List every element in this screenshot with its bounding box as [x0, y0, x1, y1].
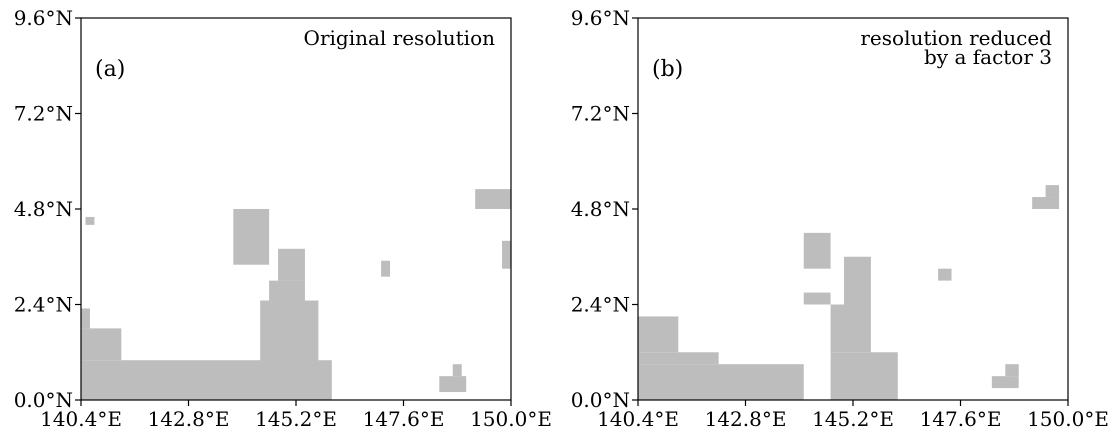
land-mask-cell: [381, 260, 391, 277]
land-mask-cell: [269, 280, 305, 301]
x-tick-label: 145.2°E: [255, 407, 337, 430]
land-mask-cell: [803, 292, 831, 305]
y-tick-label: 7.2°N: [571, 102, 630, 126]
y-tick-label: 2.4°N: [571, 293, 630, 317]
x-tick-label: 142.8°E: [148, 407, 230, 430]
panel-b-label: (b): [652, 57, 683, 82]
land-mask-cell: [844, 256, 871, 305]
panel-a: 140.4°E 142.8°E 145.2°E 147.6°E 150.0°E 0.0°N…: [14, 6, 552, 430]
land-mask-cell: [638, 352, 719, 365]
panel-a-mask: [81, 189, 511, 400]
land-mask-cell: [938, 268, 952, 281]
land-mask-cell: [278, 248, 305, 281]
panel-b-note-line-1: resolution reduced: [860, 26, 1052, 50]
panel-a-ticks: 140.4°E 142.8°E 145.2°E 147.6°E 150.0°E 0.0°N…: [14, 6, 552, 430]
y-tick-label: 4.8°N: [14, 197, 73, 221]
land-mask-cell: [287, 360, 332, 400]
land-mask-cell: [233, 209, 270, 265]
land-mask-cell: [81, 328, 122, 361]
land-mask-cell: [1005, 364, 1019, 377]
land-mask-cell: [638, 364, 804, 400]
y-tick-label: 9.6°N: [14, 6, 73, 30]
x-tick-label: 147.6°E: [920, 407, 1002, 430]
x-tick-label: 142.8°E: [705, 407, 787, 430]
panel-a-label: (a): [95, 57, 125, 82]
x-tick-label: 150.0°E: [470, 407, 552, 430]
land-mask-cell: [1045, 185, 1060, 198]
land-mask-cell: [452, 364, 462, 377]
land-mask-cell: [1032, 197, 1060, 209]
y-tick-label: 7.2°N: [14, 102, 73, 126]
panel-a-note-line-1: Original resolution: [304, 26, 496, 50]
land-mask-cell: [81, 308, 90, 329]
x-tick-label: 145.2°E: [812, 407, 894, 430]
panel-b: 140.4°E 142.8°E 145.2°E 147.6°E 150.0°E 0.0°N…: [571, 6, 1109, 430]
land-mask-cell: [991, 376, 1019, 389]
x-tick-label: 140.4°E: [40, 407, 122, 430]
land-mask-cell: [830, 304, 871, 353]
y-tick-label: 0.0°N: [571, 388, 630, 412]
y-tick-label: 2.4°N: [14, 293, 73, 317]
panel-b-mask: [638, 185, 1060, 400]
y-tick-label: 0.0°N: [14, 388, 73, 412]
panel-b-note-line-2: by a factor 3: [924, 45, 1052, 69]
land-mask-cell: [81, 360, 288, 400]
y-tick-label: 9.6°N: [571, 6, 630, 30]
land-mask-cell: [803, 232, 831, 269]
land-mask-cell: [85, 216, 95, 225]
x-tick-label: 147.6°E: [363, 407, 445, 430]
y-tick-label: 4.8°N: [571, 197, 630, 221]
panel-b-ticks: 140.4°E 142.8°E 145.2°E 147.6°E 150.0°E 0.0°N…: [571, 6, 1109, 430]
land-mask-cell: [475, 189, 511, 209]
x-tick-label: 140.4°E: [597, 407, 679, 430]
land-mask-cell: [830, 352, 898, 400]
land-mask-cell: [439, 376, 467, 393]
land-mask-cell: [638, 316, 679, 353]
land-mask-cell: [502, 240, 511, 269]
x-tick-label: 150.0°E: [1027, 407, 1109, 430]
